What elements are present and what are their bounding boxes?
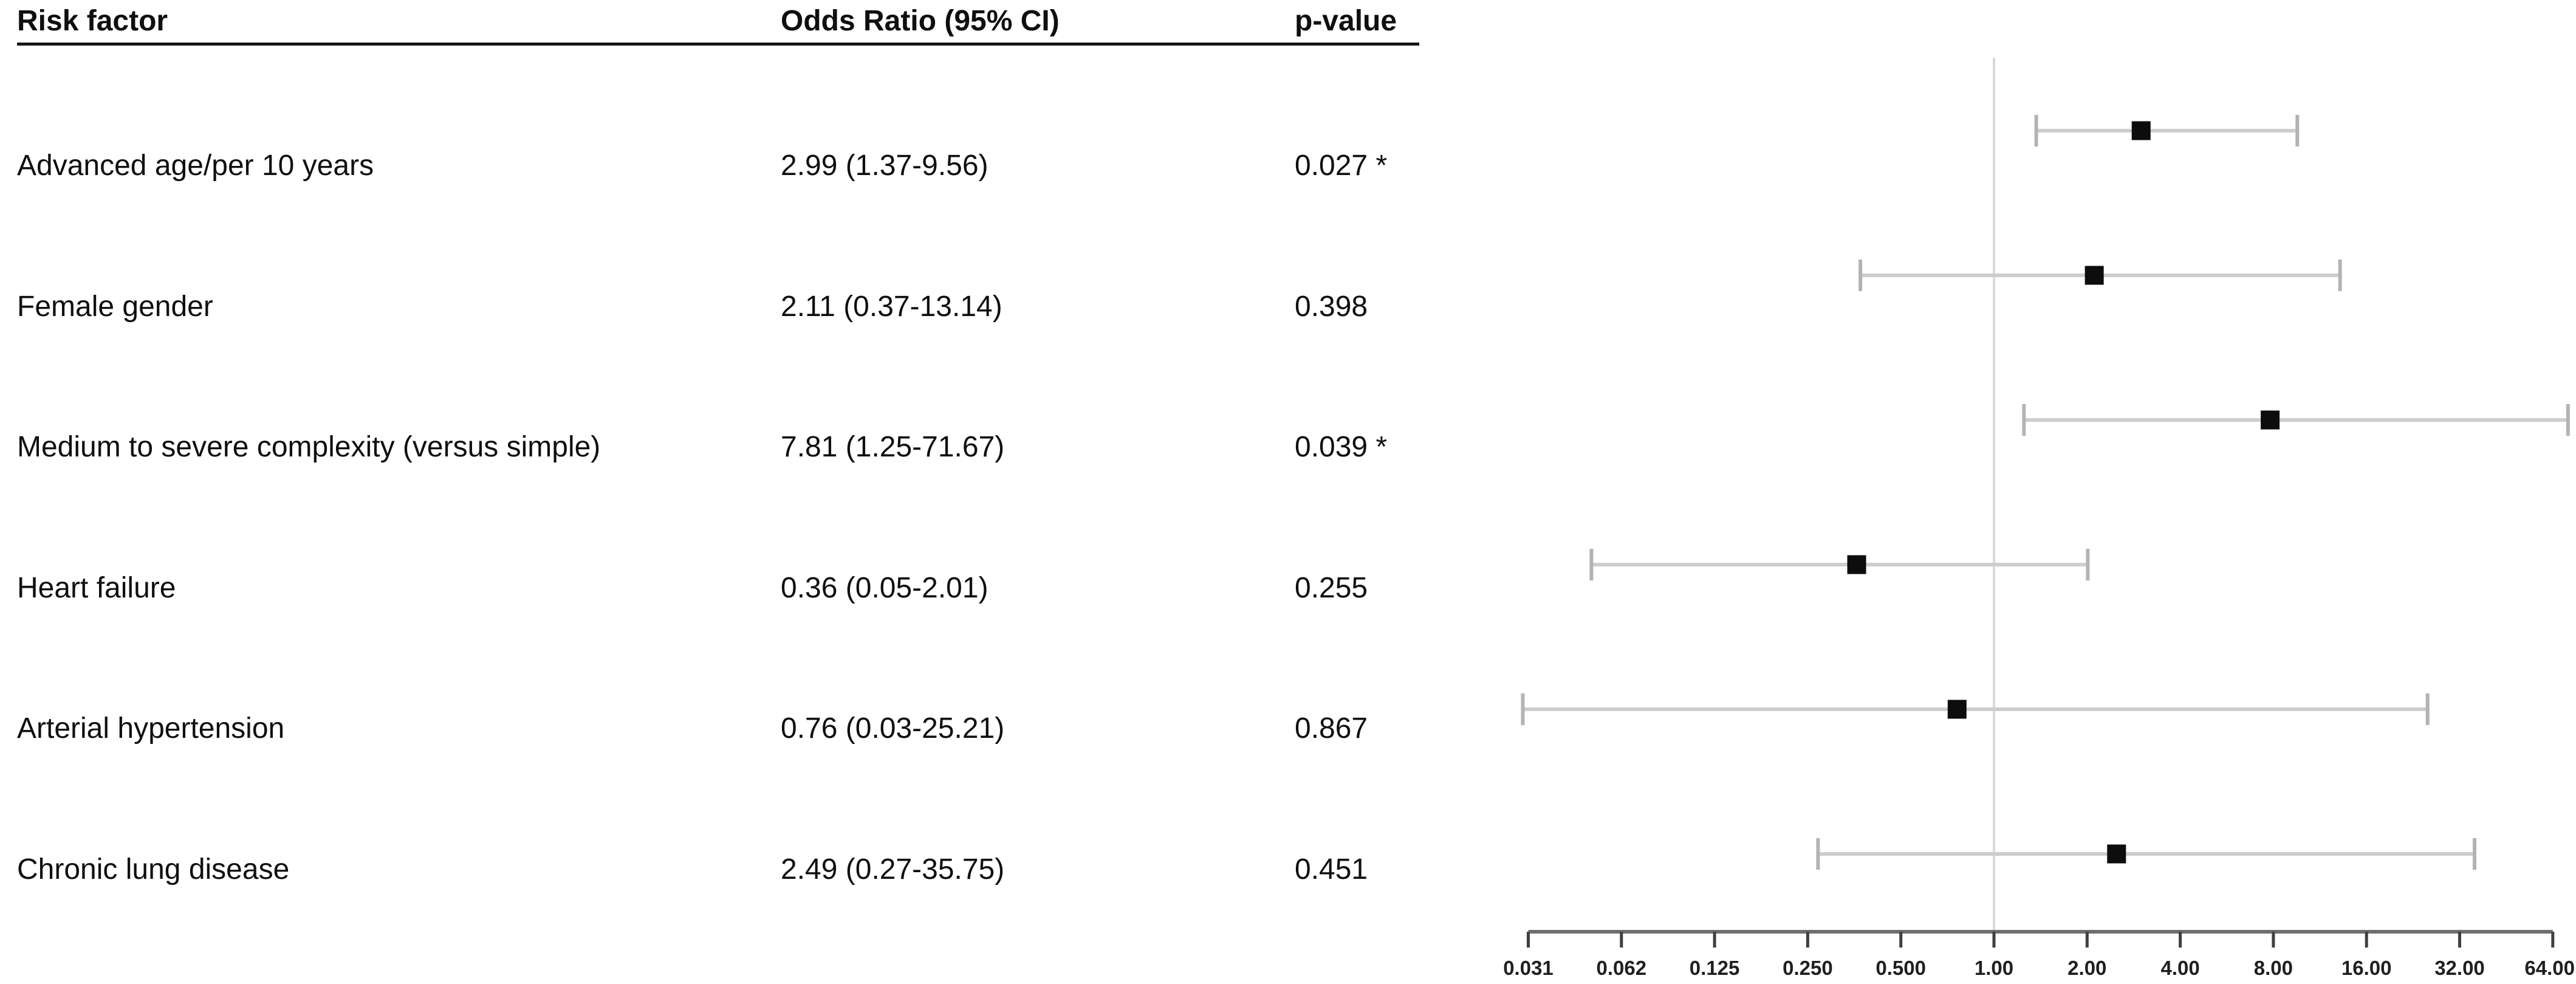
x-tick-label-6: 2.00: [2067, 957, 2106, 979]
row-5-p-value: 0.451: [1295, 853, 1368, 886]
row-0-risk-factor: Advanced age/per 10 years: [17, 150, 374, 182]
x-tick-label-7: 4.00: [2160, 957, 2199, 979]
row-2-p-value: 0.039 *: [1295, 431, 1388, 463]
x-tick-label-4: 0.500: [1875, 957, 1926, 979]
row-3-odds-ratio: 0.36 (0.05-2.01): [781, 571, 988, 604]
or-marker-0: [2131, 121, 2151, 140]
row-3-risk-factor: Heart failure: [17, 571, 176, 604]
column-header-risk-factor: Risk factor: [17, 5, 168, 37]
or-marker-3: [1847, 555, 1866, 574]
or-marker-2: [2261, 410, 2280, 430]
row-0-odds-ratio: 2.99 (1.37-9.56): [781, 150, 988, 182]
column-header-odds-ratio: Odds Ratio (95% CI): [781, 5, 1060, 37]
row-1-odds-ratio: 2.11 (0.37-13.14): [781, 290, 1002, 323]
row-4-risk-factor: Arterial hypertension: [17, 712, 285, 745]
x-tick-label-10: 32.00: [2434, 957, 2485, 979]
or-marker-4: [1947, 700, 1967, 719]
or-marker-5: [2107, 844, 2126, 864]
x-tick-label-3: 0.250: [1783, 957, 1833, 979]
column-header-p-value: p-value: [1295, 5, 1397, 37]
row-0-p-value: 0.027 *: [1295, 150, 1388, 182]
or-marker-1: [2084, 266, 2104, 285]
row-5-risk-factor: Chronic lung disease: [17, 853, 290, 886]
row-2-odds-ratio: 7.81 (1.25-71.67): [781, 431, 1005, 463]
x-tick-label-1: 0.062: [1597, 957, 1647, 979]
row-2-risk-factor: Medium to severe complexity (versus simp…: [17, 431, 601, 463]
row-5-odds-ratio: 2.49 (0.27-35.75): [781, 853, 1005, 886]
row-4-p-value: 0.867: [1295, 712, 1368, 745]
header-underline: [17, 43, 1419, 46]
x-tick-label-9: 16.00: [2341, 957, 2392, 979]
row-1-risk-factor: Female gender: [17, 290, 213, 323]
x-tick-label-8: 8.00: [2254, 957, 2293, 979]
row-4-odds-ratio: 0.76 (0.03-25.21): [781, 712, 1005, 745]
x-tick-label-0: 0.031: [1503, 957, 1553, 979]
row-3-p-value: 0.255: [1295, 571, 1368, 604]
x-tick-label-2: 0.125: [1690, 957, 1740, 979]
x-tick-label-5: 1.00: [1975, 957, 2013, 979]
x-tick-label-11: 64.00: [2524, 957, 2575, 979]
row-1-p-value: 0.398: [1295, 290, 1368, 323]
